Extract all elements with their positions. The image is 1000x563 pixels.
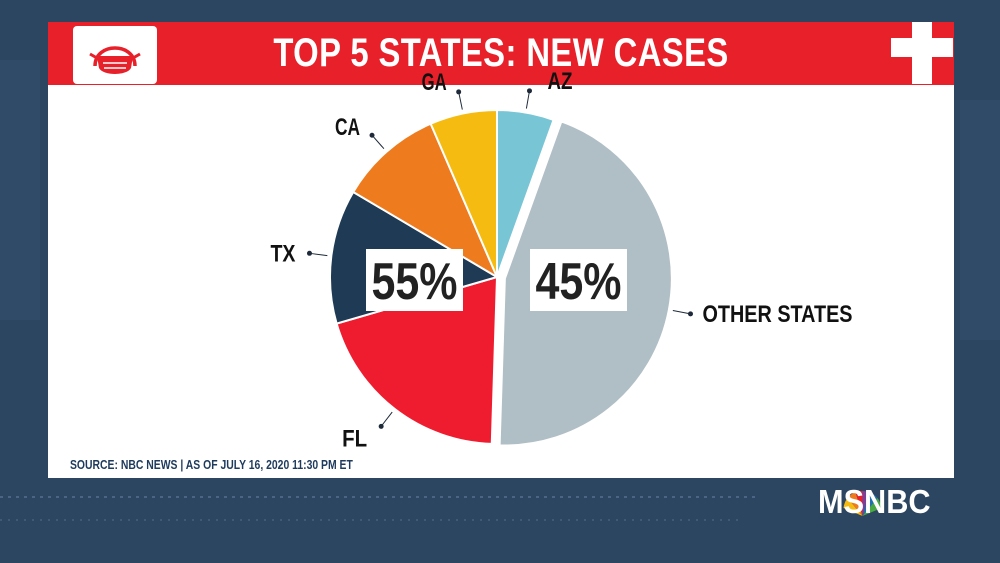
leader-dot: [526, 88, 532, 94]
others-share-label: 45%: [530, 249, 627, 311]
svg-text:45%: 45%: [536, 253, 622, 311]
leader-dot: [688, 311, 694, 317]
leader-dot: [306, 250, 312, 256]
slice-label-ga: GA: [422, 69, 447, 96]
top5-share-label: 55%: [366, 249, 463, 311]
leader-dot: [378, 423, 384, 429]
svg-text:55%: 55%: [372, 253, 458, 311]
leader-dot: [456, 89, 462, 95]
title-banner: [48, 22, 954, 85]
leader-line: [458, 91, 463, 110]
source-note: SOURCE: NBC NEWS | AS OF JULY 16, 2020 1…: [70, 457, 353, 472]
slice-label-tx: TX: [270, 240, 295, 267]
face-mask-icon: [73, 26, 157, 84]
peacock-logo-icon: [843, 490, 882, 516]
leader-line: [371, 134, 385, 150]
network-logo-text: MSNBC: [818, 483, 931, 520]
chart-title: TOP 5 STATES: NEW CASES: [273, 31, 729, 75]
pie-slice-ga: [429, 108, 498, 278]
slice-label-fl: FL: [342, 425, 367, 452]
slice-label-az: AZ: [547, 68, 572, 95]
leader-dot: [369, 132, 375, 138]
leader-line: [309, 252, 328, 257]
pie-slice-fl: [335, 275, 499, 445]
leader-line: [380, 411, 393, 427]
slice-label-other-states: OTHER STATES: [703, 301, 853, 328]
leader-line: [672, 310, 691, 315]
slice-label-ca: CA: [335, 114, 360, 141]
leader-line: [525, 90, 530, 109]
pie-slice-ca: [351, 122, 500, 280]
